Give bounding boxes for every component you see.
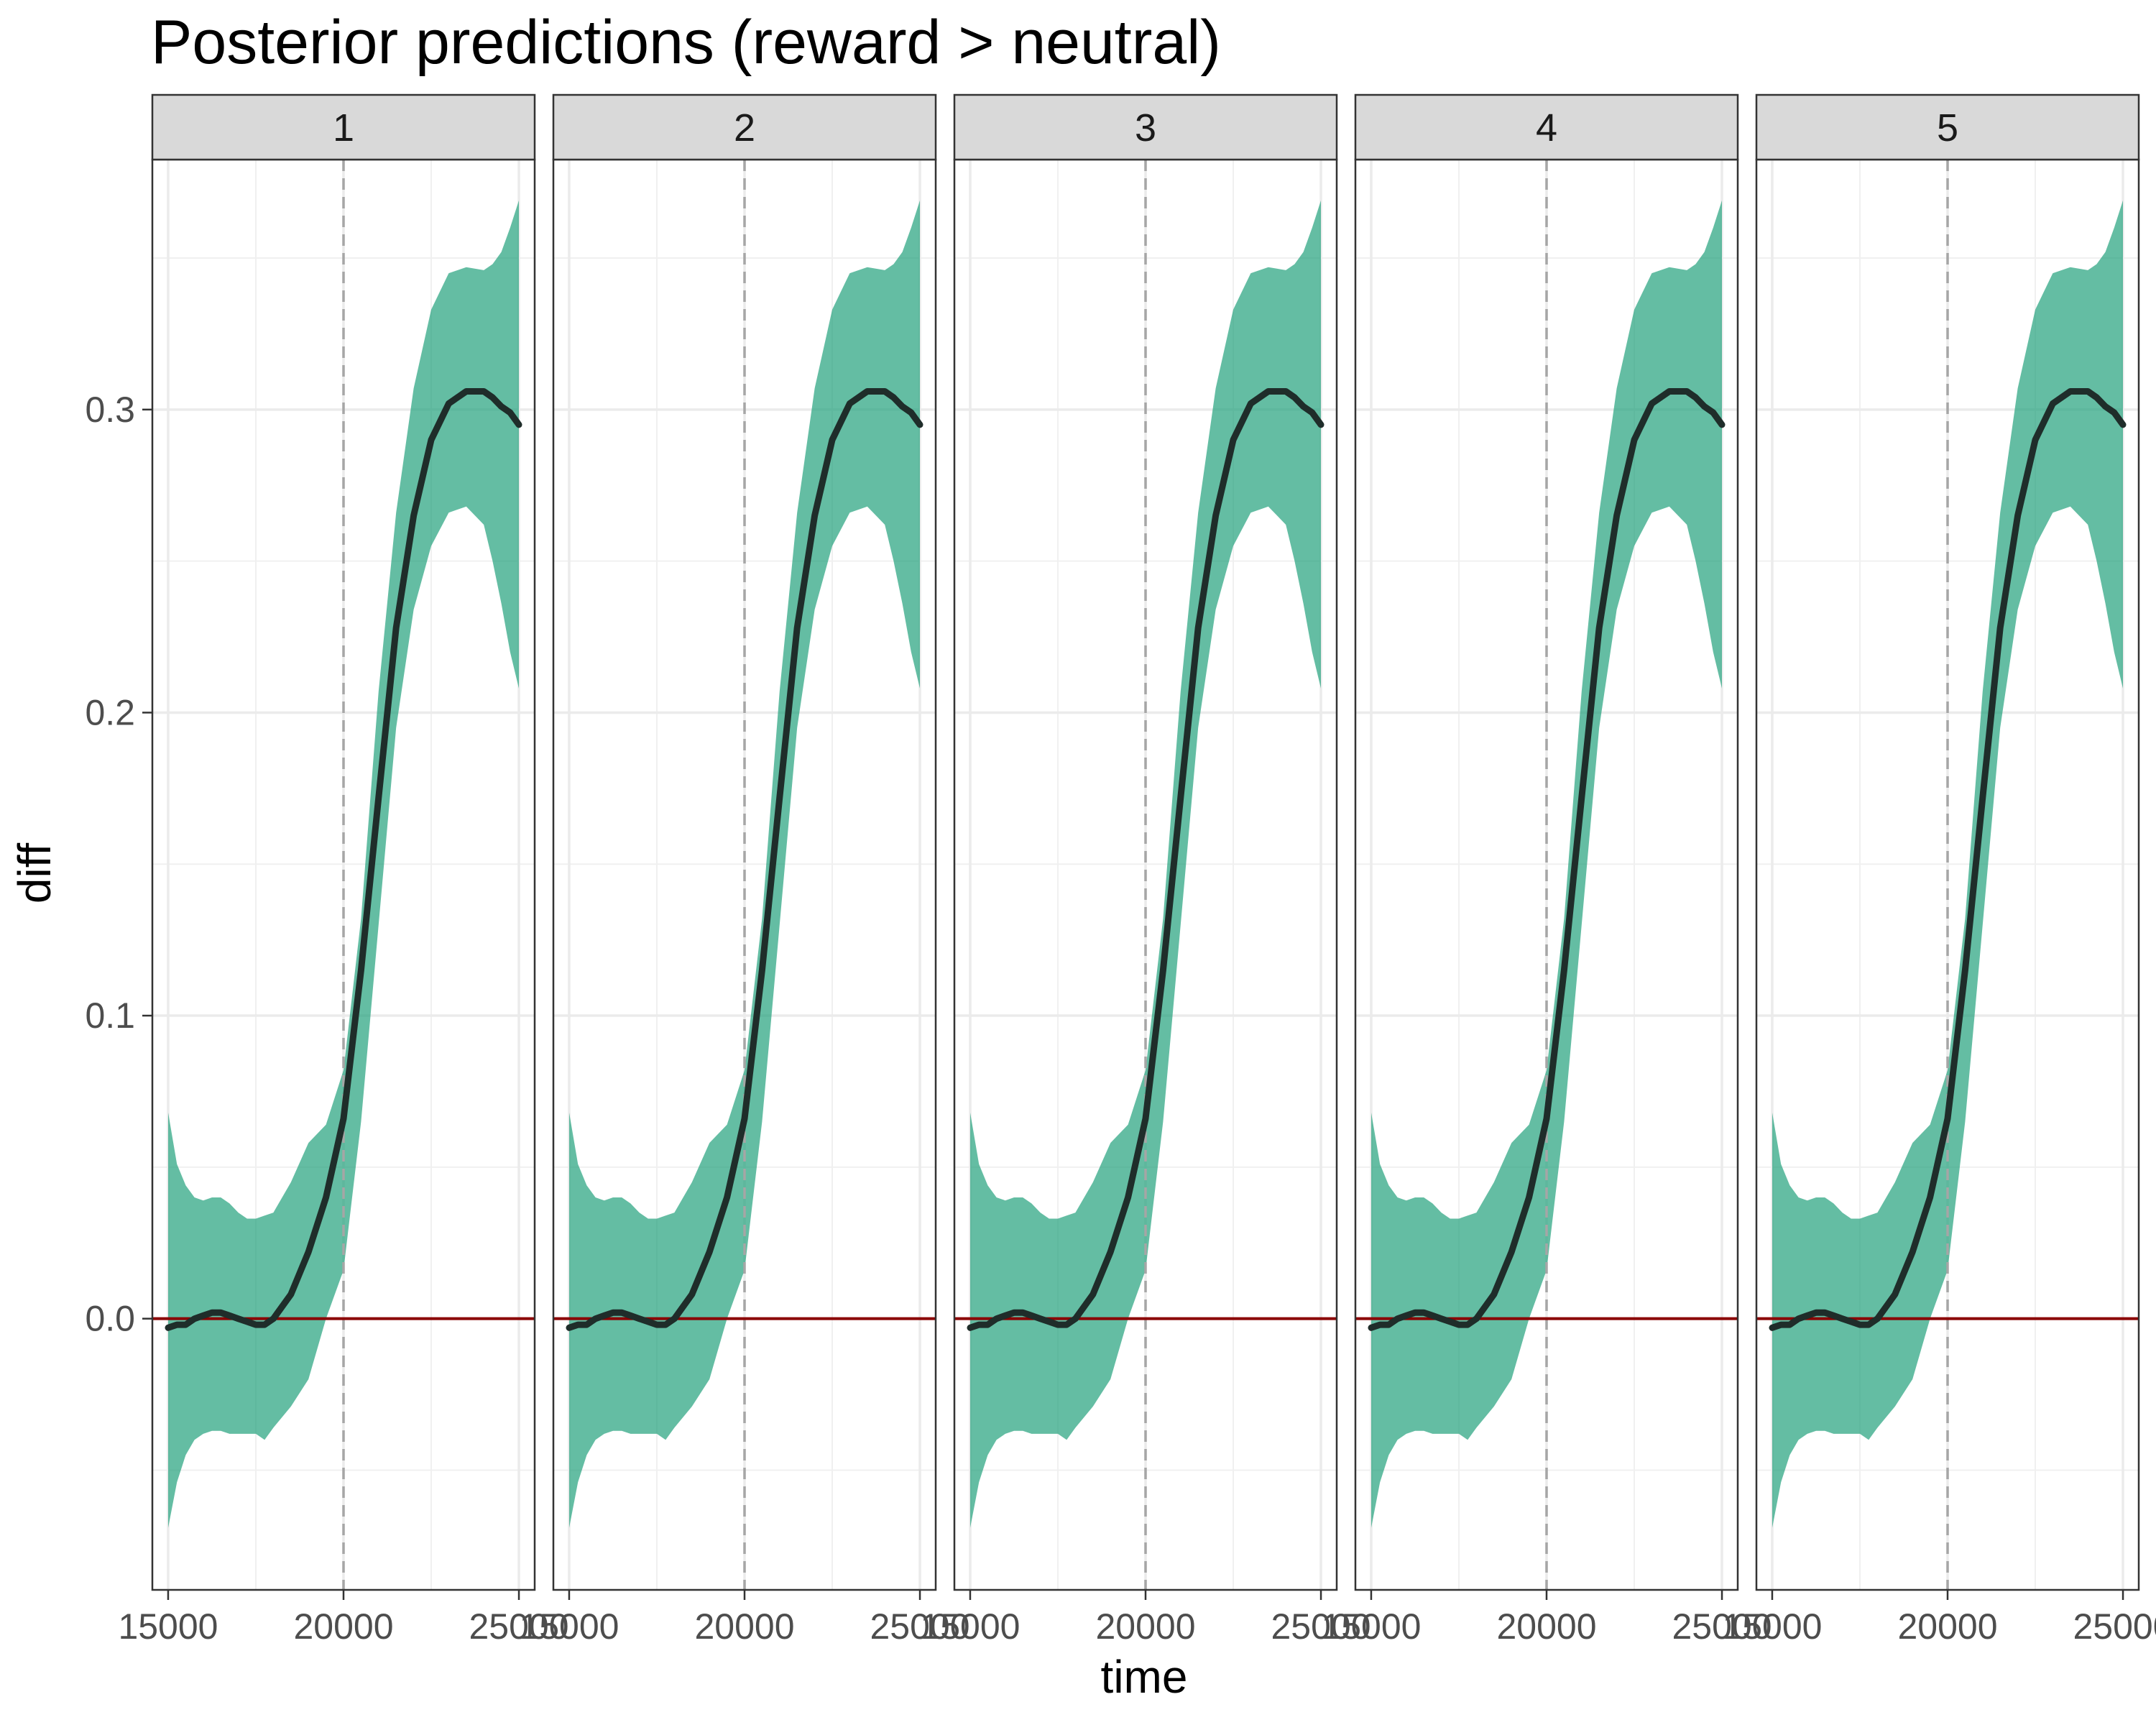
credible-ribbon: [168, 200, 519, 1528]
facet-strip-label: 5: [1937, 106, 1958, 150]
credible-ribbon: [970, 200, 1321, 1528]
facet-strip: [1354, 93, 1739, 161]
facet-panel-2: 2 15000 20000 25000: [519, 93, 970, 1647]
facet-strip: [953, 93, 1338, 161]
x-tick-label: 15000: [1722, 1606, 1822, 1647]
mean-line: [967, 388, 1325, 1331]
x-tick-label: 25000: [2073, 1606, 2156, 1647]
x-tick-label: 20000: [1496, 1606, 1596, 1647]
x-tick-label: 15000: [519, 1606, 619, 1647]
facet-panel-3: 3 15000 20000 25000: [920, 93, 1371, 1647]
facet-strip-label: 2: [734, 106, 755, 150]
y-tick-label: 0.1: [85, 995, 135, 1036]
facet-strip-label: 4: [1536, 106, 1557, 150]
x-axis-title: time: [1101, 1651, 1188, 1703]
x-tick-label: 15000: [1321, 1606, 1421, 1647]
x-tick-label: 25000: [1672, 1606, 1772, 1647]
facet-strip: [151, 93, 536, 161]
facet-panels: 1 15000 20000 25000 2 15000 20000 25000 3 15000 20…: [118, 93, 2156, 1647]
mean-line: [1368, 388, 1726, 1331]
credible-ribbon: [569, 200, 920, 1528]
facet-strip: [1755, 93, 2140, 161]
x-tick-label: 15000: [920, 1606, 1020, 1647]
facet-strip-label: 1: [333, 106, 354, 150]
mean-line: [566, 388, 923, 1331]
facet-panel-4: 4 15000 20000 25000: [1321, 93, 1772, 1647]
chart-title: Posterior predictions (reward > neutral): [151, 8, 1221, 77]
y-axis-title: diff: [9, 843, 60, 903]
facet-panel-1: 1 15000 20000 25000: [118, 93, 569, 1647]
x-tick-label: 20000: [1897, 1606, 1997, 1647]
x-tick-label: 20000: [1095, 1606, 1195, 1647]
x-tick-label: 20000: [694, 1606, 794, 1647]
mean-line: [1769, 388, 2127, 1331]
credible-ribbon: [1371, 200, 1722, 1528]
x-tick-label: 25000: [469, 1606, 569, 1647]
mean-line: [165, 388, 522, 1331]
facet-strip-label: 3: [1135, 106, 1156, 150]
y-axis: 0.0 0.1 0.2 0.3: [85, 390, 152, 1339]
facet-panel-5: 5 15000 20000 25000: [1722, 93, 2156, 1647]
x-tick-label: 20000: [293, 1606, 393, 1647]
x-tick-label: 25000: [870, 1606, 970, 1647]
y-tick-label: 0.2: [85, 692, 135, 732]
x-tick-label: 15000: [118, 1606, 218, 1647]
credible-ribbon: [1772, 200, 2123, 1528]
x-tick-label: 25000: [1271, 1606, 1371, 1647]
y-tick-label: 0.0: [85, 1299, 135, 1339]
y-tick-label: 0.3: [85, 390, 135, 430]
facet-strip: [552, 93, 937, 161]
